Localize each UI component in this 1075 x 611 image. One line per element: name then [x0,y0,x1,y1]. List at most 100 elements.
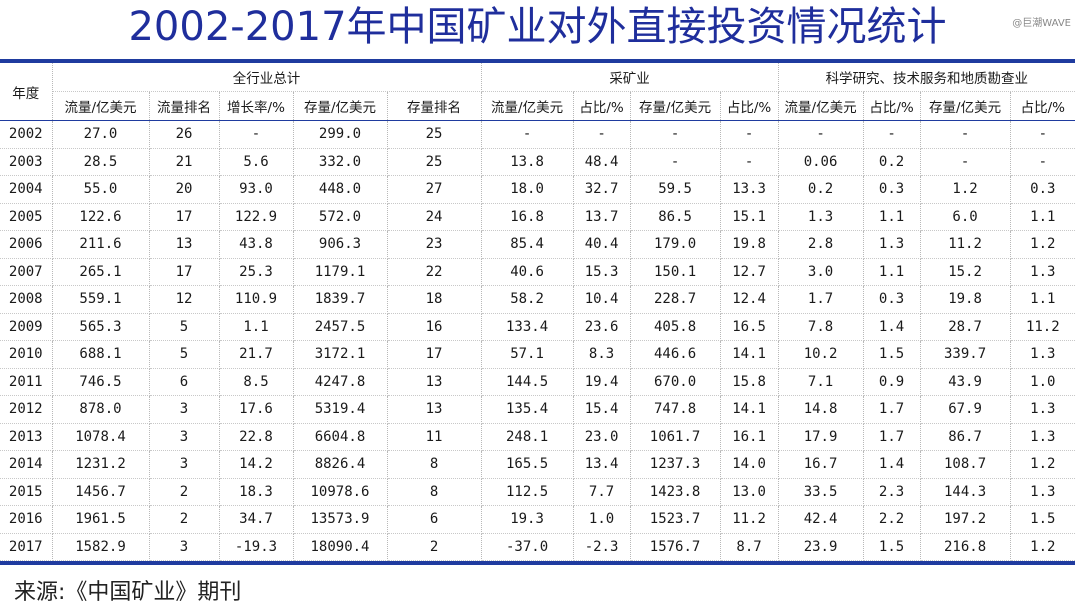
table-cell: - [720,148,779,176]
table-cell: 446.6 [630,340,721,369]
table-cell: 15.8 [720,368,779,396]
table-cell: 15.2 [920,258,1011,286]
column-header: 占比/% [863,91,921,121]
table-cell: 746.5 [52,368,150,396]
year-cell: 2008 [0,285,53,314]
table-row: 2010 688.1 5 21.7 3172.1 17 57.1 8.3 446.6 14.1 10… [0,340,1075,369]
table-cell: 14.1 [720,340,779,369]
table-cell: 13 [387,395,482,424]
table-cell: 1423.8 [630,478,721,506]
table-row: 2016 1961.5 2 34.7 13573.9 6 19.3 1.0 1523.7 11.2… [0,505,1075,534]
table-cell: - [1010,120,1075,149]
year-cell: 2003 [0,148,53,176]
column-header: 流量/亿美元 [778,91,864,121]
table-cell: 32.7 [573,175,631,204]
table-cell: 15.1 [720,203,779,231]
table-cell: 18.3 [219,478,294,506]
table-cell: - [573,120,631,149]
year-cell: 2016 [0,505,53,534]
table-cell: 16 [387,313,482,341]
table-cell: 1.5 [1010,505,1075,534]
header-group-science: 科学研究、技术服务和地质勘查业 [778,63,1075,92]
table-cell: 18090.4 [293,533,388,561]
table-cell: 10978.6 [293,478,388,506]
table-cell: - [920,120,1011,149]
year-cell: 2009 [0,313,53,341]
table-cell: 14.1 [720,395,779,424]
table-cell: 1576.7 [630,533,721,561]
table-cell: 1.2 [920,175,1011,204]
table-cell: 0.06 [778,148,864,176]
table-cell: 299.0 [293,120,388,149]
table-cell: - [219,120,294,149]
table-cell: 10.2 [778,340,864,369]
table-cell: 8.3 [573,340,631,369]
table-cell: 23.9 [778,533,864,561]
table-cell: 17 [149,258,220,286]
table-cell: 144.5 [481,368,574,396]
table-cell: 13.0 [720,478,779,506]
table-cell: 572.0 [293,203,388,231]
table-cell: 14.2 [219,450,294,479]
table-cell: 135.4 [481,395,574,424]
table-cell: 144.3 [920,478,1011,506]
table-cell: 7.1 [778,368,864,396]
table-cell: 67.9 [920,395,1011,424]
table-cell: 1839.7 [293,285,388,314]
table-cell: 405.8 [630,313,721,341]
table-cell: 1.3 [863,230,921,259]
page-title: 2002-2017年中国矿业对外直接投资情况统计 [128,4,947,50]
table-cell: 1582.9 [52,533,150,561]
table-cell: 7.8 [778,313,864,341]
table-cell: 25 [387,148,482,176]
table-cell: 2 [149,478,220,506]
table-cell: 48.4 [573,148,631,176]
table-cell: 1.2 [1010,230,1075,259]
table-cell: 7.7 [573,478,631,506]
table-cell: 57.1 [481,340,574,369]
table-cell: -2.3 [573,533,631,561]
table-cell: - [630,148,721,176]
table-cell: 3.0 [778,258,864,286]
table-row: 2011 746.5 6 8.5 4247.8 13 144.5 19.4 670.0 15.8 7… [0,368,1075,396]
table-cell: 59.5 [630,175,721,204]
table-row: 2012 878.0 3 17.6 5319.4 13 135.4 15.4 747.8 14.1… [0,395,1075,424]
table-cell: 27 [387,175,482,204]
table-cell: 11.2 [920,230,1011,259]
table-cell: 13.3 [720,175,779,204]
table-cell: -37.0 [481,533,574,561]
table-cell: 2457.5 [293,313,388,341]
table-row: 2009 565.3 5 1.1 2457.5 16 133.4 23.6 405.8 16.5 7… [0,313,1075,341]
table-cell: 1.2 [1010,450,1075,479]
table-cell: 197.2 [920,505,1011,534]
table-cell: 11.2 [1010,313,1075,341]
table-cell: 3 [149,533,220,561]
column-header-row: 流量/亿美元 流量排名 增长率/% 存量/亿美元 存量排名 流量/亿美元 占比/% 存量/亿美… [0,91,1075,121]
table-cell: 1.3 [1010,258,1075,286]
table-cell: 18.0 [481,175,574,204]
table-cell: 1961.5 [52,505,150,534]
table-cell: 3 [149,423,220,451]
table-cell: 27.0 [52,120,150,149]
table-cell: 55.0 [52,175,150,204]
table-cell: 19.4 [573,368,631,396]
table-cell: 28.5 [52,148,150,176]
table-row: 2004 55.0 20 93.0 448.0 27 18.0 32.7 59.5 13.3 0.2… [0,175,1075,204]
table-cell: 10.4 [573,285,631,314]
table-row: 2003 28.5 21 5.6 332.0 25 13.8 48.4- -0.06 0.2- - [0,148,1075,176]
table-cell: 1.3 [1010,340,1075,369]
table-cell: 1.4 [863,313,921,341]
table-cell: 1.3 [1010,423,1075,451]
table-cell: 5319.4 [293,395,388,424]
table-cell: 1.1 [1010,203,1075,231]
table-row: 2013 1078.4 3 22.8 6604.8 11 248.1 23.0 1061.7 16… [0,423,1075,451]
table-cell: 20 [149,175,220,204]
table-cell: 122.9 [219,203,294,231]
table-cell: 4247.8 [293,368,388,396]
table-cell: 16.8 [481,203,574,231]
table-cell: 110.9 [219,285,294,314]
table-cell: - [720,120,779,149]
table-cell: 17 [387,340,482,369]
table-cell: 13 [387,368,482,396]
table-cell: 559.1 [52,285,150,314]
